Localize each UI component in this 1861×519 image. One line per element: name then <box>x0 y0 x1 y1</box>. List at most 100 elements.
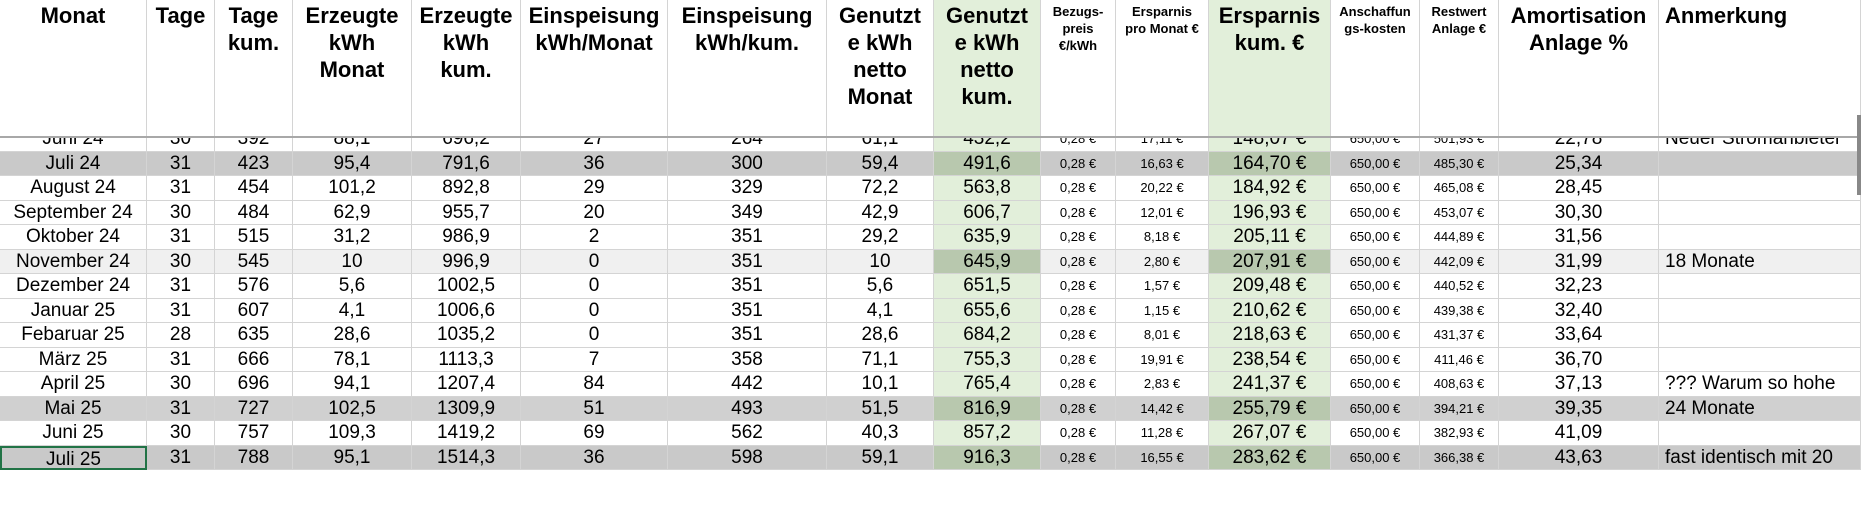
scrollbar[interactable] <box>1857 115 1861 195</box>
cell[interactable]: 36 <box>521 445 668 470</box>
cell[interactable] <box>1659 347 1861 372</box>
cell[interactable]: 0,28 € <box>1041 249 1116 274</box>
header-cell[interactable]: Restwert Anlage € <box>1420 0 1499 137</box>
cell[interactable]: 562 <box>668 421 827 446</box>
cell[interactable]: 442 <box>668 372 827 397</box>
cell[interactable]: 358 <box>668 347 827 372</box>
cell[interactable]: ??? Warum so hohe <box>1659 372 1861 397</box>
cell[interactable]: 453,07 € <box>1420 200 1499 225</box>
cell[interactable]: 16,55 € <box>1116 445 1209 470</box>
cell[interactable]: 493 <box>668 396 827 421</box>
cell[interactable]: 255,79 € <box>1209 396 1331 421</box>
cell[interactable]: 635,9 <box>934 225 1041 250</box>
cell[interactable]: 4,1 <box>827 298 934 323</box>
cell[interactable]: 765,4 <box>934 372 1041 397</box>
cell[interactable]: 650,00 € <box>1331 347 1420 372</box>
cell[interactable]: August 24 <box>0 176 147 201</box>
cell[interactable]: 1002,5 <box>412 274 521 299</box>
cell[interactable]: 94,1 <box>293 372 412 397</box>
cell[interactable]: 5,6 <box>827 274 934 299</box>
cell[interactable]: 36 <box>521 151 668 176</box>
cell[interactable]: Febaruar 25 <box>0 323 147 348</box>
cell[interactable]: 515 <box>215 225 293 250</box>
cell[interactable]: Januar 25 <box>0 298 147 323</box>
cell[interactable]: 43,63 <box>1499 445 1659 470</box>
cell[interactable]: 986,9 <box>412 225 521 250</box>
cell[interactable]: 650,00 € <box>1331 298 1420 323</box>
cell[interactable]: 109,3 <box>293 421 412 446</box>
header-cell[interactable]: Einspeisung kWh/Monat <box>521 0 668 137</box>
cell[interactable]: 0,28 € <box>1041 200 1116 225</box>
cell[interactable]: Oktober 24 <box>0 225 147 250</box>
header-cell[interactable]: Anmerkung <box>1659 0 1861 137</box>
cell[interactable]: April 25 <box>0 372 147 397</box>
cell[interactable]: 491,6 <box>934 151 1041 176</box>
cell[interactable]: 727 <box>215 396 293 421</box>
cell[interactable]: 2,80 € <box>1116 249 1209 274</box>
cell[interactable]: 30 <box>147 421 215 446</box>
cell[interactable]: 32,23 <box>1499 274 1659 299</box>
cell[interactable] <box>1659 323 1861 348</box>
cell[interactable]: 1113,3 <box>412 347 521 372</box>
cell[interactable]: 33,64 <box>1499 323 1659 348</box>
cell[interactable]: 650,00 € <box>1331 249 1420 274</box>
cell[interactable]: 1207,4 <box>412 372 521 397</box>
cell[interactable]: 484 <box>215 200 293 225</box>
cell[interactable]: 607 <box>215 298 293 323</box>
header-cell[interactable]: Tage <box>147 0 215 137</box>
cell[interactable]: 791,6 <box>412 151 521 176</box>
cell[interactable]: Juli 24 <box>0 151 147 176</box>
cell[interactable]: 2 <box>521 225 668 250</box>
cell[interactable]: 650,00 € <box>1331 274 1420 299</box>
cell[interactable]: 267,07 € <box>1209 421 1331 446</box>
cell[interactable]: 28,6 <box>827 323 934 348</box>
cell[interactable]: 454 <box>215 176 293 201</box>
cell[interactable] <box>1659 274 1861 299</box>
cell[interactable]: 14,42 € <box>1116 396 1209 421</box>
cell[interactable]: 78,1 <box>293 347 412 372</box>
cell[interactable]: 563,8 <box>934 176 1041 201</box>
cell[interactable]: 39,35 <box>1499 396 1659 421</box>
cell[interactable]: 1309,9 <box>412 396 521 421</box>
cell[interactable]: 650,00 € <box>1331 323 1420 348</box>
header-cell[interactable]: Ersparnis kum. € <box>1209 0 1331 137</box>
cell[interactable]: 444,89 € <box>1420 225 1499 250</box>
cell[interactable]: 238,54 € <box>1209 347 1331 372</box>
cell[interactable]: 31 <box>147 347 215 372</box>
cell[interactable]: 28,6 <box>293 323 412 348</box>
cell[interactable]: 0,28 € <box>1041 298 1116 323</box>
cell[interactable] <box>1659 151 1861 176</box>
cell[interactable]: 30,30 <box>1499 200 1659 225</box>
cell[interactable]: 1514,3 <box>412 445 521 470</box>
cell[interactable]: 351 <box>668 249 827 274</box>
cell[interactable]: 25,34 <box>1499 151 1659 176</box>
cell[interactable]: 12,01 € <box>1116 200 1209 225</box>
cell[interactable]: März 25 <box>0 347 147 372</box>
cell[interactable]: Dezember 24 <box>0 274 147 299</box>
cell[interactable]: 0,28 € <box>1041 225 1116 250</box>
cell[interactable]: November 24 <box>0 249 147 274</box>
cell[interactable]: Mai 25 <box>0 396 147 421</box>
cell[interactable]: 1,57 € <box>1116 274 1209 299</box>
cell[interactable]: 545 <box>215 249 293 274</box>
cell[interactable]: 431,37 € <box>1420 323 1499 348</box>
cell[interactable]: 650,00 € <box>1331 200 1420 225</box>
cell[interactable]: 0,28 € <box>1041 176 1116 201</box>
cell[interactable]: 0,28 € <box>1041 151 1116 176</box>
cell[interactable]: 59,1 <box>827 445 934 470</box>
cell[interactable]: 7 <box>521 347 668 372</box>
cell[interactable]: 205,11 € <box>1209 225 1331 250</box>
cell[interactable]: 411,46 € <box>1420 347 1499 372</box>
cell[interactable]: 8,01 € <box>1116 323 1209 348</box>
cell[interactable]: 442,09 € <box>1420 249 1499 274</box>
cell[interactable]: 816,9 <box>934 396 1041 421</box>
cell[interactable]: 31 <box>147 151 215 176</box>
cell[interactable]: 394,21 € <box>1420 396 1499 421</box>
cell[interactable]: 71,1 <box>827 347 934 372</box>
header-cell[interactable]: Tage kum. <box>215 0 293 137</box>
cell[interactable]: 184,92 € <box>1209 176 1331 201</box>
cell[interactable]: 5,6 <box>293 274 412 299</box>
cell[interactable]: 37,13 <box>1499 372 1659 397</box>
cell[interactable]: 1419,2 <box>412 421 521 446</box>
cell[interactable]: 351 <box>668 225 827 250</box>
